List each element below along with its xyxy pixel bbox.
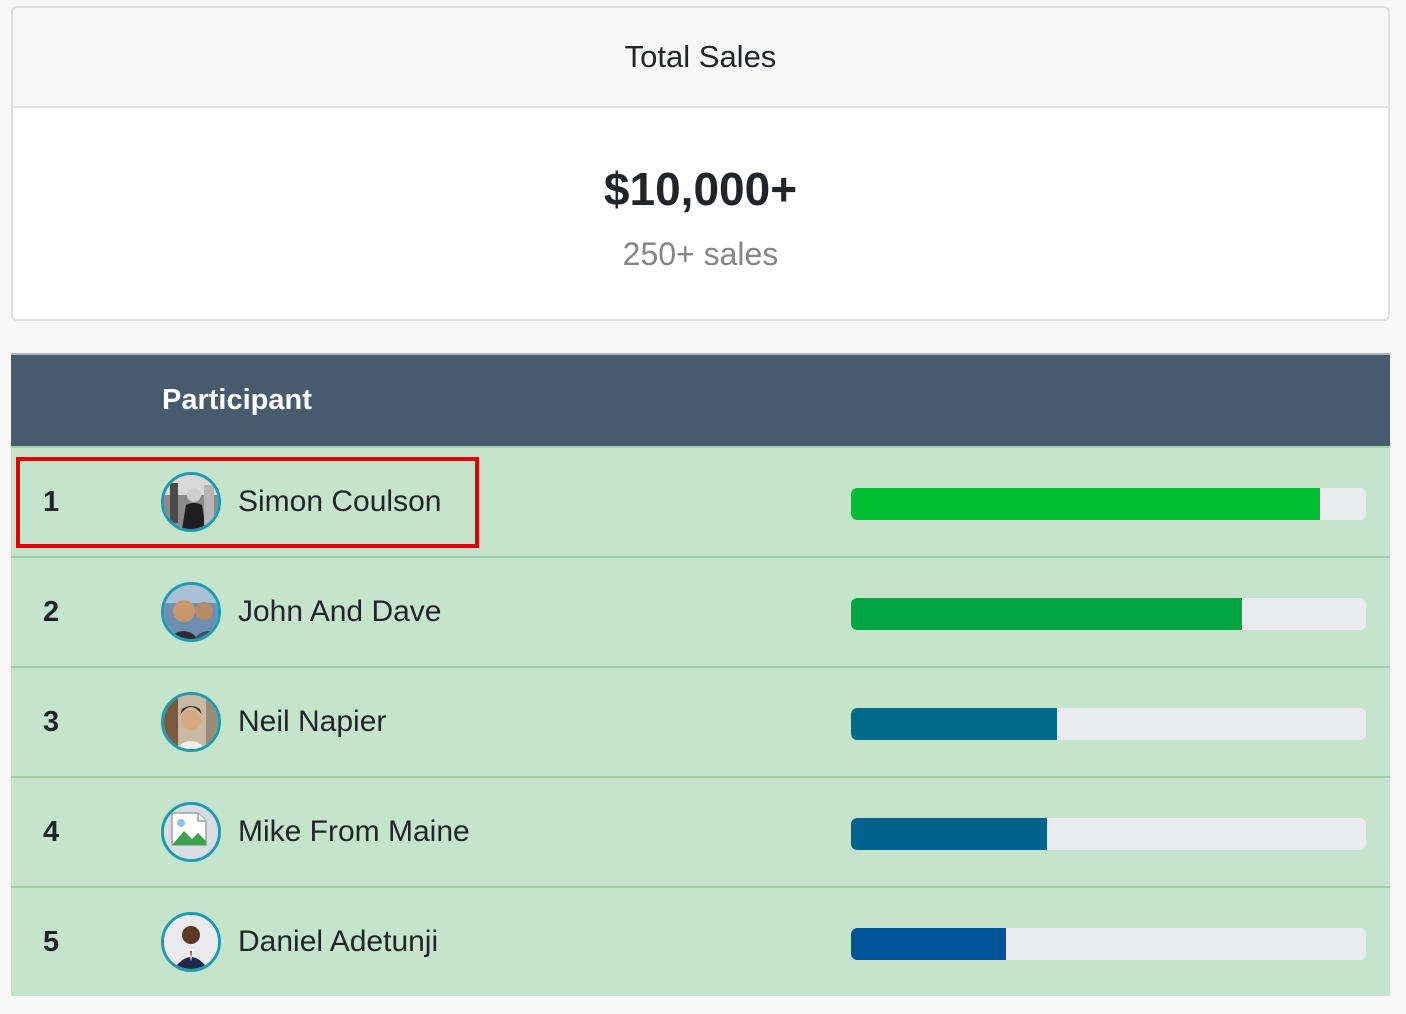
broken-image-icon <box>161 802 221 862</box>
sales-progress-fill <box>851 598 1243 630</box>
table-header: Participant <box>11 353 1390 446</box>
sales-progress-bar <box>851 818 1366 850</box>
sales-progress-fill <box>851 818 1047 850</box>
photo-avatar-icon <box>161 912 221 972</box>
table-row[interactable]: 1 Simon Coulson <box>11 446 1390 556</box>
table-row[interactable]: 4 Mike From Maine <box>11 776 1390 886</box>
rank-number: 1 <box>43 485 60 518</box>
rank-number: 3 <box>43 705 60 738</box>
table-row[interactable]: 3 Neil Napier <box>11 666 1390 776</box>
total-sales-amount: $10,000+ <box>603 163 798 215</box>
total-sales-header: Total Sales <box>13 8 1388 108</box>
leaderboard-table: Participant 1 Simon Coulson 2 John And D… <box>11 353 1390 999</box>
participant-name: John And Dave <box>238 595 442 628</box>
rank-number: 5 <box>43 925 60 958</box>
total-sales-body: $10,000+ 250+ sales <box>13 164 1388 272</box>
participant-name: Simon Coulson <box>238 485 442 518</box>
rank-number: 4 <box>43 815 60 848</box>
total-sales-card: Total Sales $10,000+ 250+ sales <box>11 6 1390 321</box>
sales-progress-fill <box>851 488 1320 520</box>
participant-name: Daniel Adetunji <box>238 925 439 958</box>
sales-progress-bar <box>851 708 1366 740</box>
sales-progress-fill <box>851 928 1006 960</box>
photo-avatar-icon <box>161 582 221 642</box>
table-row[interactable]: 5 Daniel Adetunji <box>11 886 1390 996</box>
sales-progress-fill <box>851 708 1057 740</box>
participant-name: Mike From Maine <box>238 815 470 848</box>
total-sales-count: 250+ sales <box>622 236 779 272</box>
rank-number: 2 <box>43 595 60 628</box>
sales-progress-bar <box>851 488 1366 520</box>
sales-progress-bar <box>851 598 1366 630</box>
participant-column-header: Participant <box>162 384 312 416</box>
sales-progress-bar <box>851 928 1366 960</box>
photo-avatar-icon <box>161 692 221 752</box>
table-row[interactable]: 2 John And Dave <box>11 556 1390 666</box>
participant-name: Neil Napier <box>238 705 387 738</box>
photo-avatar-icon <box>161 472 221 532</box>
